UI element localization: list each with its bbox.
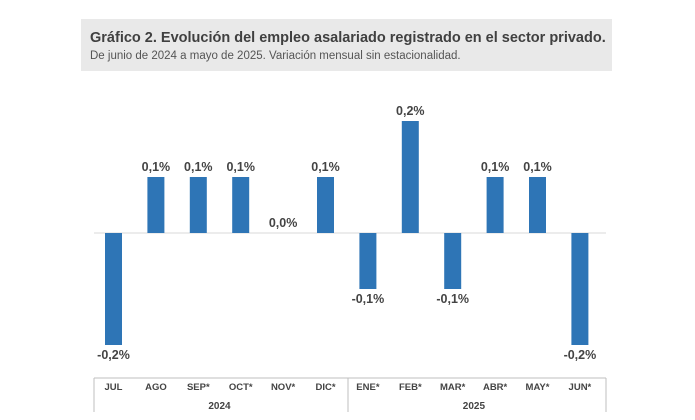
bar-sep	[189, 177, 207, 233]
data-label: 0,1%	[523, 160, 552, 174]
bar-ago	[147, 177, 165, 233]
data-label: -0,2%	[564, 348, 597, 362]
tick-label: ENE*	[356, 382, 380, 393]
tick-label: AGO	[145, 382, 167, 393]
bar-feb	[401, 121, 419, 233]
tick-label: SEP*	[187, 382, 210, 393]
bar-abr	[486, 177, 504, 233]
bar-oct	[232, 177, 250, 233]
tick-label: MAR*	[440, 382, 466, 393]
tick-label: JUL	[105, 382, 123, 393]
data-label: 0,0%	[269, 216, 298, 230]
tick-label: JUN*	[569, 382, 592, 393]
tick-label: OCT*	[229, 382, 253, 393]
data-label: 0,1%	[311, 160, 340, 174]
chart-subtitle: De junio de 2024 a mayo de 2025. Variaci…	[90, 50, 461, 62]
tick-label: ABR*	[483, 382, 508, 393]
bar-mar	[444, 233, 462, 289]
chart-header: Gráfico 2. Evolución del empleo asalaria…	[81, 19, 612, 71]
data-label: 0,1%	[481, 160, 510, 174]
bar-jun	[571, 233, 589, 345]
data-label: -0,2%	[97, 348, 130, 362]
data-label: 0,1%	[142, 160, 171, 174]
year-label: 2025	[463, 401, 486, 412]
tick-label: DIC*	[315, 382, 335, 393]
data-label: -0,1%	[352, 292, 385, 306]
data-label: 0,1%	[184, 160, 213, 174]
data-label: -0,1%	[436, 292, 469, 306]
tick-label: NOV*	[271, 382, 296, 393]
bar-jul	[105, 233, 122, 345]
tick-label: FEB*	[399, 382, 422, 393]
chart-title: Gráfico 2. Evolución del empleo asalaria…	[90, 30, 606, 46]
bar-ene	[359, 233, 377, 289]
year-label: 2024	[208, 401, 231, 412]
bar-dic	[317, 177, 334, 233]
data-label: 0,2%	[396, 104, 425, 118]
data-label: 0,1%	[226, 160, 255, 174]
bar-may	[529, 177, 546, 233]
tick-label: MAY*	[526, 382, 550, 393]
